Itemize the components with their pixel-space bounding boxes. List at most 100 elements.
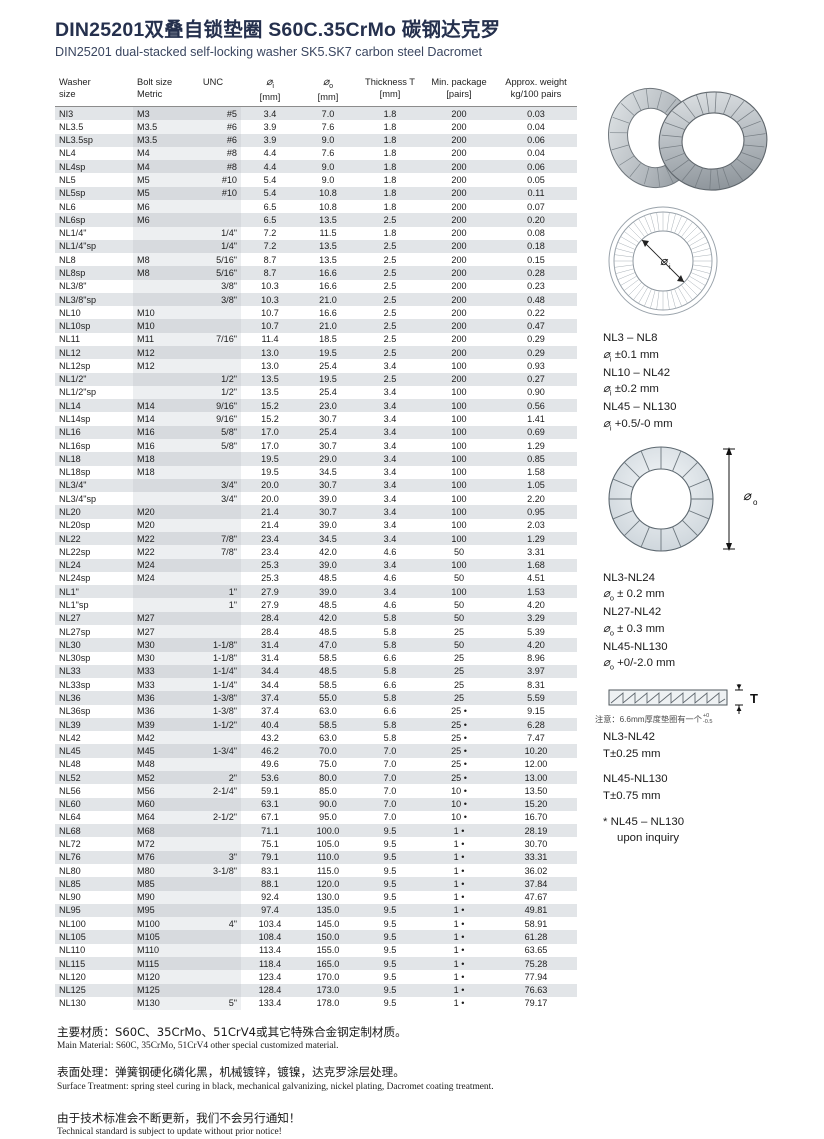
cell-approx-weight: 0.90 xyxy=(495,385,577,400)
cell-inner-diameter: 71.1 xyxy=(241,824,299,838)
cell-washer-size: NL42 xyxy=(55,731,133,745)
cell-thickness: 4.6 xyxy=(357,571,423,586)
cell-inner-diameter: 17.0 xyxy=(241,425,299,439)
table-row: NL10 M10 10.7 16.6 2.5 200 0.22 xyxy=(55,306,577,320)
cell-inner-diameter: 8.7 xyxy=(241,253,299,267)
table-row: NL12 M12 13.0 19.5 2.5 200 0.29 xyxy=(55,346,577,360)
cell-min-package: 25 • xyxy=(423,704,495,718)
cell-bolt-metric: M110 xyxy=(133,943,185,957)
cell-approx-weight: 28.19 xyxy=(495,824,577,838)
inner-tol-range-2: NL45 – NL130 xyxy=(603,401,677,414)
cell-washer-size: NL85 xyxy=(55,877,133,891)
footnote-surface-en: Surface Treatment: spring steel curing i… xyxy=(57,1081,494,1092)
cell-approx-weight: 47.67 xyxy=(495,890,577,904)
cell-thickness: 5.8 xyxy=(357,691,423,705)
table-row: NL120 M120 123.4 170.0 9.5 1 • 77.94 xyxy=(55,970,577,984)
table-row: NL30sp M30 1-1/8" 31.4 58.5 6.6 25 8.96 xyxy=(55,651,577,665)
cell-bolt-metric: M14 xyxy=(133,399,185,413)
cell-washer-size: NL3.5 xyxy=(55,120,133,134)
cell-thickness: 2.5 xyxy=(357,332,423,347)
cell-outer-diameter: 7.0 xyxy=(299,106,357,121)
cell-min-package: 1 • xyxy=(423,837,495,851)
cell-bolt-unc: 7/8" xyxy=(185,531,241,546)
cell-thickness: 2.5 xyxy=(357,306,423,320)
cell-approx-weight: 0.27 xyxy=(495,372,577,386)
cell-thickness: 9.5 xyxy=(357,930,423,944)
cell-inner-diameter: 113.4 xyxy=(241,943,299,957)
cell-min-package: 100 xyxy=(423,425,495,439)
cell-bolt-metric: M95 xyxy=(133,903,185,918)
cell-approx-weight: 33.31 xyxy=(495,850,577,864)
cell-inner-diameter: 19.5 xyxy=(241,465,299,479)
cell-thickness: 4.6 xyxy=(357,598,423,612)
cell-bolt-metric: M68 xyxy=(133,824,185,838)
outer-diameter-figure: ⌀ o xyxy=(601,443,820,566)
cell-bolt-metric xyxy=(133,478,185,493)
cell-outer-diameter: 25.4 xyxy=(299,359,357,373)
cell-thickness: 3.4 xyxy=(357,399,423,413)
product-photo-illustration xyxy=(608,88,768,191)
cell-bolt-metric: M90 xyxy=(133,890,185,904)
cell-bolt-metric: M6 xyxy=(133,199,185,214)
cell-approx-weight: 5.59 xyxy=(495,691,577,705)
table-row: NL27 M27 28.4 42.0 5.8 50 3.29 xyxy=(55,611,577,625)
cell-bolt-unc: 2-1/2" xyxy=(185,810,241,825)
cell-bolt-unc xyxy=(185,611,241,625)
cell-approx-weight: 77.94 xyxy=(495,970,577,984)
cell-min-package: 200 xyxy=(423,213,495,227)
cell-bolt-metric: M5 xyxy=(133,173,185,187)
table-row: NL125 M125 128.4 173.0 9.5 1 • 76.63 xyxy=(55,983,577,997)
thk-tol-value-1: T±0.75 mm xyxy=(603,789,661,802)
cell-washer-size: NL64 xyxy=(55,810,133,825)
cell-bolt-unc: 5/8" xyxy=(185,439,241,453)
cell-outer-diameter: 135.0 xyxy=(299,903,357,918)
table-row: NL11 M11 7/16" 11.4 18.5 2.5 200 0.29 xyxy=(55,332,577,347)
cell-outer-diameter: 63.0 xyxy=(299,731,357,745)
table-row: NL39 M39 1-1/2" 40.4 58.5 5.8 25 • 6.28 xyxy=(55,717,577,732)
cell-thickness: 9.5 xyxy=(357,850,423,864)
cell-approx-weight: 4.20 xyxy=(495,638,577,652)
footnote-material-en: Main Material: S60C, 35CrMo, 51CrV4 othe… xyxy=(57,1041,339,1052)
page-title-zh: DIN25201双叠自锁垫圈 S60C.35CrMo 碳钢达克罗 xyxy=(55,19,501,41)
cell-inner-diameter: 67.1 xyxy=(241,810,299,825)
cell-min-package: 10 • xyxy=(423,797,495,811)
table-row: NL42 M42 43.2 63.0 5.8 25 • 7.47 xyxy=(55,731,577,745)
cell-min-package: 100 xyxy=(423,518,495,532)
cell-bolt-metric: M20 xyxy=(133,505,185,519)
cell-min-package: 200 xyxy=(423,239,495,254)
cell-thickness: 5.8 xyxy=(357,731,423,745)
cell-approx-weight: 7.47 xyxy=(495,731,577,745)
cell-approx-weight: 13.00 xyxy=(495,771,577,785)
cell-bolt-unc: #6 xyxy=(185,133,241,147)
cell-outer-diameter: 34.5 xyxy=(299,531,357,546)
table-row: NL12sp M12 13.0 25.4 3.4 100 0.93 xyxy=(55,359,577,373)
table-row: NL52 M52 2" 53.6 80.0 7.0 25 • 13.00 xyxy=(55,771,577,785)
cell-bolt-unc: #8 xyxy=(185,146,241,161)
table-row: NL80 M80 3-1/8" 83.1 115.0 9.5 1 • 36.02 xyxy=(55,864,577,878)
inquiry-line-1: * NL45 – NL130 xyxy=(603,815,685,828)
table-row: NL95 M95 97.4 135.0 9.5 1 • 49.81 xyxy=(55,903,577,918)
cell-approx-weight: 76.63 xyxy=(495,983,577,997)
outer-tol-range-2: NL45-NL130 xyxy=(603,640,668,653)
cell-bolt-unc: 2" xyxy=(185,771,241,785)
cell-bolt-unc xyxy=(185,731,241,745)
cell-inner-diameter: 10.3 xyxy=(241,279,299,293)
cell-bolt-unc: 4" xyxy=(185,917,241,931)
table-row: NL24sp M24 25.3 48.5 4.6 50 4.51 xyxy=(55,571,577,586)
cell-inner-diameter: 6.5 xyxy=(241,213,299,227)
cell-bolt-metric xyxy=(133,292,185,307)
cell-washer-size: NL1" xyxy=(55,585,133,599)
cell-approx-weight: 30.70 xyxy=(495,837,577,851)
cell-washer-size: NL105 xyxy=(55,930,133,944)
cell-washer-size: NL30 xyxy=(55,638,133,652)
cell-min-package: 200 xyxy=(423,186,495,200)
cell-washer-size: NL36 xyxy=(55,691,133,705)
cell-bolt-unc: 1-1/8" xyxy=(185,638,241,652)
cell-bolt-unc xyxy=(185,571,241,586)
cell-bolt-unc: 1-3/8" xyxy=(185,691,241,705)
thk-tol-range-1: NL45-NL130 xyxy=(603,773,668,786)
cell-thickness: 2.5 xyxy=(357,239,423,254)
cell-washer-size: NL27 xyxy=(55,611,133,625)
cell-inner-diameter: 27.9 xyxy=(241,598,299,612)
cell-min-package: 200 xyxy=(423,253,495,267)
